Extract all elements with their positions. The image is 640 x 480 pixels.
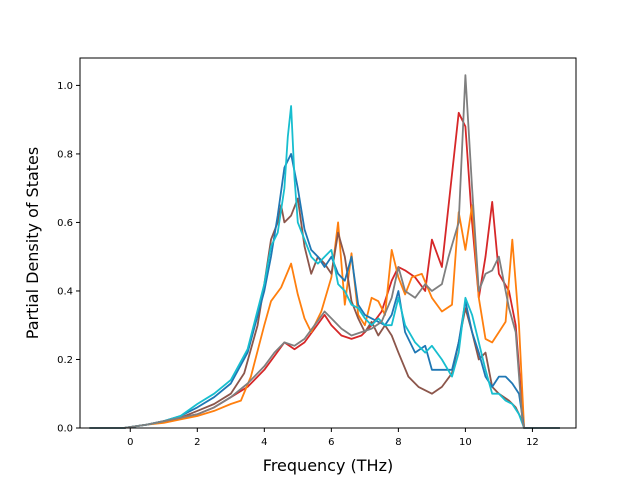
plot-frame xyxy=(79,57,577,429)
y-axis: 0.0 0.2 0.4 0.6 0.8 1.0 xyxy=(57,81,80,435)
series-line-4 xyxy=(89,152,561,429)
x-axis-label: Frequency (THz) xyxy=(263,456,393,475)
series-line-3 xyxy=(89,197,561,429)
series-line-5 xyxy=(89,105,561,429)
y-tick-label: 0.6 xyxy=(57,218,73,229)
series-line-2 xyxy=(89,204,561,429)
x-tick-label: 8 xyxy=(395,437,401,448)
x-axis: 0 2 4 6 8 10 12 xyxy=(127,428,539,448)
x-tick-label: 4 xyxy=(261,437,267,448)
x-tick-label: 12 xyxy=(526,437,539,448)
y-tick-label: 0.4 xyxy=(57,286,73,297)
series-line-6 xyxy=(89,74,561,429)
y-tick-label: 0.8 xyxy=(57,149,73,160)
y-tick-label: 0.2 xyxy=(57,355,73,366)
series-layer xyxy=(89,74,561,429)
y-tick-label: 0.0 xyxy=(57,424,73,435)
y-tick-label: 1.0 xyxy=(57,81,73,92)
y-axis-label: Partial Density of States xyxy=(23,147,42,339)
x-tick-label: 0 xyxy=(127,437,133,448)
x-tick-label: 2 xyxy=(194,437,200,448)
x-tick-label: 6 xyxy=(328,437,334,448)
x-tick-label: 10 xyxy=(459,437,472,448)
